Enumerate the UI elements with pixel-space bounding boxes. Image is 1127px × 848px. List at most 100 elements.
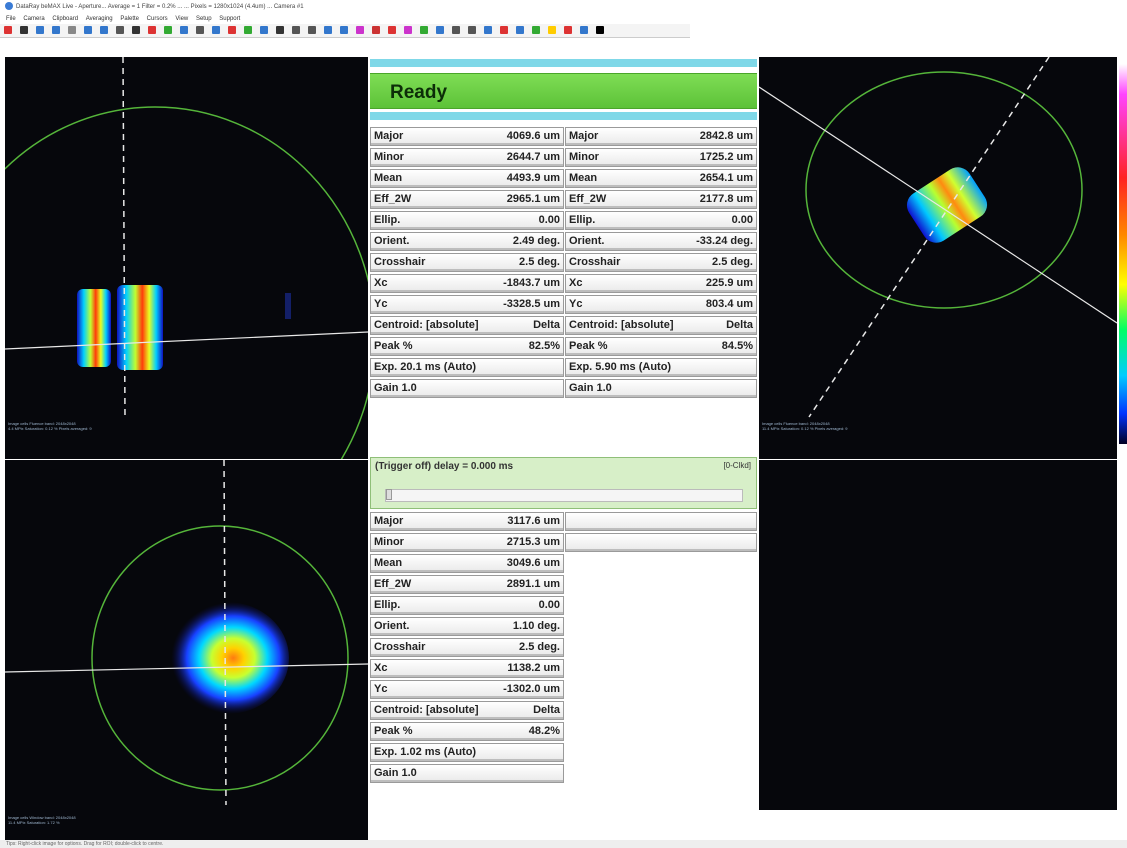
toolbar-icon[interactable] (228, 26, 236, 34)
toolbar-icon[interactable] (340, 26, 348, 34)
camera3-label: Mean (374, 557, 403, 569)
camera2-row-centroid-absolute: Centroid: [absolute] Delta (565, 316, 757, 335)
toolbar-icon[interactable] (20, 26, 28, 34)
camera2-beam-view[interactable] (759, 57, 1117, 459)
toolbar-icon[interactable] (276, 26, 284, 34)
camera2-row-ellip: Ellip. 0.00 (565, 211, 757, 230)
menu-setup[interactable]: Setup (195, 16, 212, 22)
toolbar-icon[interactable] (356, 26, 364, 34)
camera1-row-peak: Peak % 82.5% (370, 337, 564, 356)
toolbar-icon[interactable] (420, 26, 428, 34)
toolbar-icon[interactable] (308, 26, 316, 34)
camera2-row-yc: Yc 803.4 um (565, 295, 757, 314)
camera1-label: Mean (374, 172, 403, 184)
trigger-delay-slider[interactable] (385, 489, 743, 502)
camera1-row-gain-1-0: Gain 1.0 (370, 379, 564, 398)
menu-clipboard[interactable]: Clipboard (52, 16, 79, 22)
toolbar-icon[interactable] (164, 26, 172, 34)
toolbar-icon[interactable] (212, 26, 220, 34)
menu-cursors[interactable]: Cursors (146, 16, 168, 22)
camera3-row-crosshair: Crosshair 2.5 deg. (370, 638, 564, 657)
toolbar-icon[interactable] (4, 26, 12, 34)
camera2-row-crosshair: Crosshair 2.5 deg. (565, 253, 757, 272)
camera3-row-gain-1-0: Gain 1.0 (370, 764, 564, 783)
camera3-aperture-ellipse (91, 525, 349, 791)
camera1-row-mean: Mean 4493.9 um (370, 169, 564, 188)
toolbar-icon[interactable] (84, 26, 92, 34)
toolbar-icon[interactable] (292, 26, 300, 34)
toolbar-icon[interactable] (548, 26, 556, 34)
trigger-clock-button[interactable]: [0-Clkd] (723, 461, 751, 470)
camera1-label: Major (374, 130, 404, 142)
toolbar-icon[interactable] (468, 26, 476, 34)
toolbar-icon[interactable] (68, 26, 76, 34)
toolbar-icon[interactable] (484, 26, 492, 34)
camera3-info-line2: 11.4 MPix Saturation: 1.72 % (8, 820, 60, 825)
toolbar-icon[interactable] (452, 26, 460, 34)
menu-averaging[interactable]: Averaging (85, 16, 113, 22)
camera2-value: 84.5% (721, 340, 753, 352)
camera1-row-major: Major 4069.6 um (370, 127, 564, 146)
camera2-row-orient: Orient. -33.24 deg. (565, 232, 757, 251)
camera3-row-peak: Peak % 48.2% (370, 722, 564, 741)
camera2-row-xc: Xc 225.9 um (565, 274, 757, 293)
camera3-label: Yc (374, 683, 388, 695)
toolbar-icon[interactable] (564, 26, 572, 34)
camera2-value: 225.9 um (705, 277, 753, 289)
toolbar-icon[interactable] (52, 26, 60, 34)
menu-palette[interactable]: Palette (120, 16, 139, 22)
camera2-label: Ellip. (569, 214, 596, 226)
camera1-label: Orient. (374, 235, 410, 247)
toolbar-icon[interactable] (244, 26, 252, 34)
camera3-beam-view[interactable] (5, 460, 368, 840)
toolbar-icon[interactable] (132, 26, 140, 34)
toolbar-icon[interactable] (404, 26, 412, 34)
camera4-empty-row (565, 533, 757, 552)
camera2-value: 2842.8 um (699, 130, 753, 142)
camera3-row-xc: Xc 1138.2 um (370, 659, 564, 678)
camera2-aperture-ellipse (805, 71, 1083, 309)
toolbar-icon[interactable] (372, 26, 380, 34)
toolbar-icon[interactable] (516, 26, 524, 34)
toolbar-icon[interactable] (596, 26, 604, 34)
toolbar-icon[interactable] (580, 26, 588, 34)
camera3-row-minor: Minor 2715.3 um (370, 533, 564, 552)
camera2-label: Minor (569, 151, 599, 163)
camera2-row-exp-5-90-ms-auto: Exp. 5.90 ms (Auto) (565, 358, 757, 377)
toolbar-icon[interactable] (260, 26, 268, 34)
toolbar-icon[interactable] (500, 26, 508, 34)
camera2-label: Eff_2W (569, 193, 607, 205)
menu-view[interactable]: View (175, 16, 189, 22)
camera1-value: 2.49 deg. (512, 235, 560, 247)
camera2-row-eff-2w: Eff_2W 2177.8 um (565, 190, 757, 209)
toolbar-icon[interactable] (324, 26, 332, 34)
toolbar-icon[interactable] (436, 26, 444, 34)
camera1-label: Xc (374, 277, 388, 289)
menu-camera[interactable]: Camera (23, 16, 45, 22)
camera2-label: Centroid: [absolute] (569, 319, 674, 331)
camera3-row-orient: Orient. 1.10 deg. (370, 617, 564, 636)
toolbar-icon[interactable] (100, 26, 108, 34)
camera3-beam-spot (165, 602, 289, 714)
toolbar-icon[interactable] (148, 26, 156, 34)
toolbar-icon[interactable] (196, 26, 204, 34)
toolbar (0, 24, 690, 38)
toolbar-icon[interactable] (532, 26, 540, 34)
camera1-beam-view[interactable] (5, 57, 368, 459)
toolbar-icon[interactable] (388, 26, 396, 34)
camera1-row-yc: Yc -3328.5 um (370, 295, 564, 314)
status-bar-text: Tips: Right-click image for options. Dra… (6, 841, 164, 847)
camera3-value: 2715.3 um (506, 536, 560, 548)
toolbar-icon[interactable] (36, 26, 44, 34)
toolbar-icon[interactable] (180, 26, 188, 34)
camera2-row-minor: Minor 1725.2 um (565, 148, 757, 167)
toolbar-icon[interactable] (116, 26, 124, 34)
trigger-delay-slider-thumb[interactable] (386, 489, 392, 500)
menu-bar: File Camera Clipboard Averaging Palette … (0, 14, 1127, 24)
camera3-crosshair-vertical (223, 460, 227, 806)
trigger-text: (Trigger off) delay = 0.000 ms (375, 461, 514, 472)
menu-file[interactable]: File (6, 16, 16, 22)
menu-support[interactable]: Support (219, 16, 241, 22)
camera4-empty-view[interactable] (759, 460, 1117, 810)
camera3-value: Delta (533, 704, 560, 716)
